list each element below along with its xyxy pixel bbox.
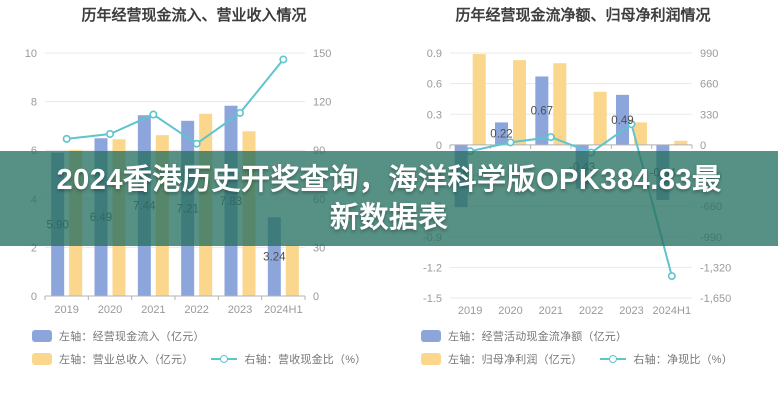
category-label: 2019 [458, 305, 482, 317]
legend-swatch-blue [421, 330, 441, 342]
right-axis-tick-label: 660 [700, 79, 718, 91]
line-marker [149, 110, 158, 119]
blue-bar [495, 122, 508, 145]
left-axis-tick-label: -1.2 [423, 262, 442, 274]
legend-line-marker-icon [211, 354, 238, 364]
line-marker [667, 272, 676, 281]
category-label: 2022 [184, 304, 208, 316]
left-axis-tick-label: -1.5 [423, 293, 442, 305]
right-axis-tick-label: 990 [700, 48, 718, 60]
left-chart-legend: 左轴：经营现金流入（亿元） 左轴：营业总收入（亿元） 右轴：营收现金比（%） [32, 329, 392, 375]
ratio-line [66, 58, 285, 145]
headline-line-2: 新数据表 [329, 201, 448, 234]
right-axis-tick-label: 0 [700, 140, 706, 152]
category-label: 2023 [619, 305, 643, 317]
left-axis-tick-label: 0.9 [427, 48, 442, 60]
category-label: 2020 [498, 305, 522, 317]
line-marker [627, 120, 636, 129]
bar-value-label: 0.22 [490, 129, 512, 141]
legend-swatch-yellow [421, 353, 441, 365]
yellow-bar [553, 63, 567, 145]
legend-label: 左轴：归母净利润（亿元） [448, 354, 583, 366]
ratio-line [469, 122, 673, 277]
legend-swatch-yellow [32, 353, 52, 365]
right-axis-tick-label: 0 [313, 291, 319, 303]
category-label: 2019 [54, 304, 78, 316]
legend-item-net-cashflow: 左轴：经营活动现金流净额（亿元） [421, 329, 778, 343]
line-marker [236, 108, 245, 117]
category-label: 2023 [228, 304, 252, 316]
right-axis-tick-label: 150 [313, 48, 331, 60]
yellow-bar [593, 91, 607, 145]
yellow-bar [674, 140, 688, 145]
category-label: 2020 [98, 304, 122, 316]
line-marker [279, 55, 288, 64]
line-marker [106, 130, 115, 139]
chart-title: 历年经营现金流净额、归母净利润情况 [455, 6, 710, 24]
yellow-bar [634, 122, 647, 145]
left-axis-tick-label: 0 [436, 140, 442, 152]
legend-label: 右轴：营收现金比（%） [244, 354, 367, 366]
legend-label: 右轴：净现比（%） [633, 354, 733, 366]
category-label: 2022 [579, 305, 603, 317]
line-marker [192, 139, 201, 148]
category-label: 2021 [141, 304, 165, 316]
bar-value-label: 3.24 [263, 252, 286, 264]
right-axis-tick-label: 330 [700, 109, 718, 121]
legend-label: 左轴：营业总收入（亿元） [59, 354, 194, 366]
blue-bar [535, 76, 549, 145]
category-label: 2021 [539, 305, 563, 317]
category-label: 2024H1 [264, 304, 303, 316]
yellow-bar [472, 54, 486, 145]
right-axis-tick-label: -1,320 [700, 262, 731, 274]
left-axis-tick-label: 0.6 [427, 79, 442, 91]
left-axis-tick-label: 10 [25, 48, 37, 60]
legend-item-profit-and-ratio: 左轴：归母净利润（亿元） 右轴：净现比（%） [421, 352, 778, 366]
right-chart-legend: 左轴：经营活动现金流净额（亿元） 左轴：归母净利润（亿元） 右轴：净现比（%） [421, 329, 778, 375]
legend-line-marker-icon [600, 354, 627, 364]
bar-value-label: 0.67 [531, 106, 553, 118]
chart-title: 历年经营现金流入、营业收入情况 [81, 6, 306, 24]
yellow-bar [513, 60, 526, 145]
yellow-bar [285, 244, 299, 296]
legend-item-revenue-and-ratio: 左轴：营业总收入（亿元） 右轴：营收现金比（%） [32, 352, 392, 366]
right-axis-tick-label: -1,650 [700, 293, 731, 305]
left-axis-tick-label: 0.3 [427, 109, 442, 121]
line-marker [546, 133, 555, 142]
left-axis-tick-label: 2 [31, 242, 37, 254]
bar-value-label: 0.49 [611, 115, 633, 127]
legend-label: 左轴：经营活动现金流净额（亿元） [448, 331, 628, 343]
left-axis-tick-label: 0 [31, 291, 37, 303]
line-marker [506, 138, 515, 147]
line-marker [62, 134, 71, 143]
legend-label: 左轴：经营现金流入（亿元） [59, 331, 205, 343]
category-label: 2024H1 [653, 305, 692, 317]
right-axis-tick-label: 120 [313, 97, 331, 109]
legend-item-cash-inflow: 左轴：经营现金流入（亿元） [32, 329, 392, 343]
legend-swatch-blue [32, 330, 52, 342]
headline-line-1: 2024香港历史开奖查询，海洋科学版OPK384.83最 [56, 163, 722, 196]
headline-banner: 2024香港历史开奖查询，海洋科学版OPK384.83最 新数据表 [0, 151, 778, 246]
left-axis-tick-label: 8 [31, 97, 37, 109]
